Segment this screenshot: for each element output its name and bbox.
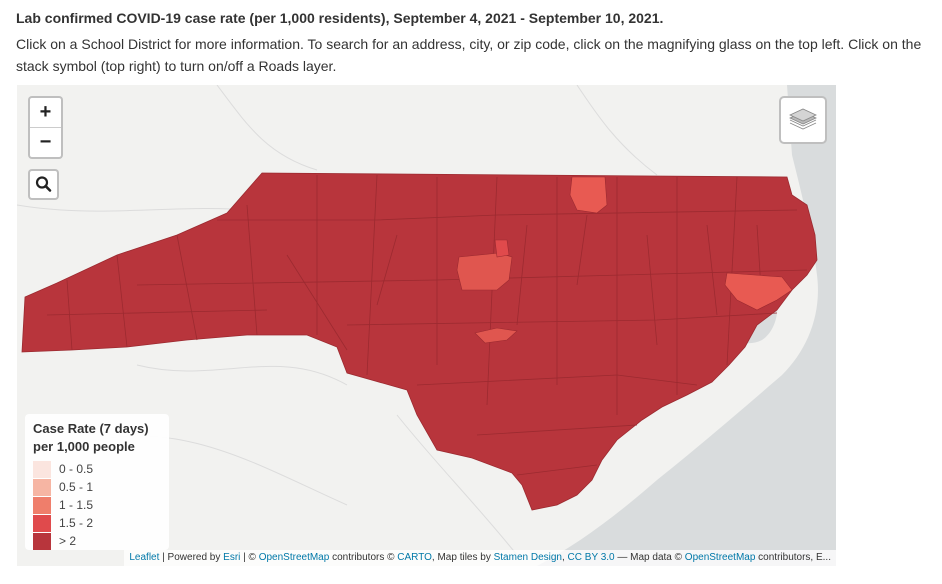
page-title: Lab confirmed COVID-19 case rate (per 1,… bbox=[16, 10, 664, 26]
legend-item: 1 - 1.5 bbox=[33, 496, 161, 514]
attribution-text: | Powered by bbox=[159, 552, 224, 563]
legend-item-label: > 2 bbox=[59, 534, 77, 548]
district-borders bbox=[46, 174, 808, 476]
zoom-in-button[interactable]: + bbox=[39, 101, 52, 123]
basemap[interactable] bbox=[17, 85, 836, 566]
attribution-text: , bbox=[561, 552, 568, 563]
legend-swatch bbox=[33, 460, 51, 478]
legend-swatch bbox=[33, 514, 51, 532]
ccby-link[interactable]: CC BY 3.0 bbox=[567, 552, 615, 563]
attribution-text: , Map tiles by bbox=[431, 552, 494, 563]
district-pamlico[interactable] bbox=[724, 272, 793, 311]
attribution: Leaflet | Powered by Esri | © OpenStreet… bbox=[124, 550, 836, 566]
layers-icon bbox=[789, 108, 817, 130]
attribution-text: — Map data © bbox=[614, 552, 685, 563]
legend: Case Rate (7 days) per 1,000 people 0 - … bbox=[25, 414, 169, 550]
osm-link[interactable]: OpenStreetMap bbox=[684, 552, 756, 563]
stamen-link[interactable]: Stamen Design bbox=[493, 552, 562, 563]
leaflet-link[interactable]: Leaflet bbox=[129, 552, 160, 563]
zoom-control: + − bbox=[28, 96, 63, 159]
map-container[interactable]: + − Case Rate (7 days) per 1,000 people … bbox=[17, 85, 836, 566]
legend-item-label: 0 - 0.5 bbox=[59, 462, 94, 476]
search-icon bbox=[35, 176, 52, 192]
district-wake[interactable] bbox=[474, 327, 518, 344]
attribution-text: contributors, E... bbox=[755, 552, 831, 563]
attribution-text: contributors © bbox=[329, 552, 398, 563]
osm-link[interactable]: OpenStreetMap bbox=[258, 552, 330, 563]
layers-button[interactable] bbox=[779, 96, 827, 144]
legend-swatch bbox=[33, 532, 51, 550]
district-durham[interactable] bbox=[456, 252, 513, 291]
legend-swatch bbox=[33, 478, 51, 496]
legend-item: 0 - 0.5 bbox=[33, 460, 161, 478]
legend-item-label: 1 - 1.5 bbox=[59, 498, 94, 512]
district-statewide[interactable] bbox=[21, 172, 818, 511]
attribution-text: | © bbox=[240, 552, 259, 563]
legend-item: 0.5 - 1 bbox=[33, 478, 161, 496]
search-button[interactable] bbox=[28, 169, 59, 200]
legend-title-line1: Case Rate (7 days) bbox=[33, 421, 149, 436]
legend-item: 1.5 - 2 bbox=[33, 514, 161, 532]
legend-item-label: 0.5 - 1 bbox=[59, 480, 94, 494]
legend-title-line2: per 1,000 people bbox=[33, 439, 135, 454]
legend-item-label: 1.5 - 2 bbox=[59, 516, 94, 530]
carto-link[interactable]: CARTO bbox=[397, 552, 432, 563]
district-orange[interactable] bbox=[494, 239, 510, 258]
zoom-out-button[interactable]: − bbox=[30, 127, 61, 157]
district-northampton[interactable] bbox=[569, 176, 608, 214]
instructions: Click on a School District for more info… bbox=[16, 36, 922, 74]
legend-swatch bbox=[33, 496, 51, 514]
district-layer[interactable] bbox=[21, 172, 818, 511]
esri-link[interactable]: Esri bbox=[223, 552, 241, 563]
legend-item: > 2 bbox=[33, 532, 161, 550]
ocean bbox=[537, 85, 836, 566]
